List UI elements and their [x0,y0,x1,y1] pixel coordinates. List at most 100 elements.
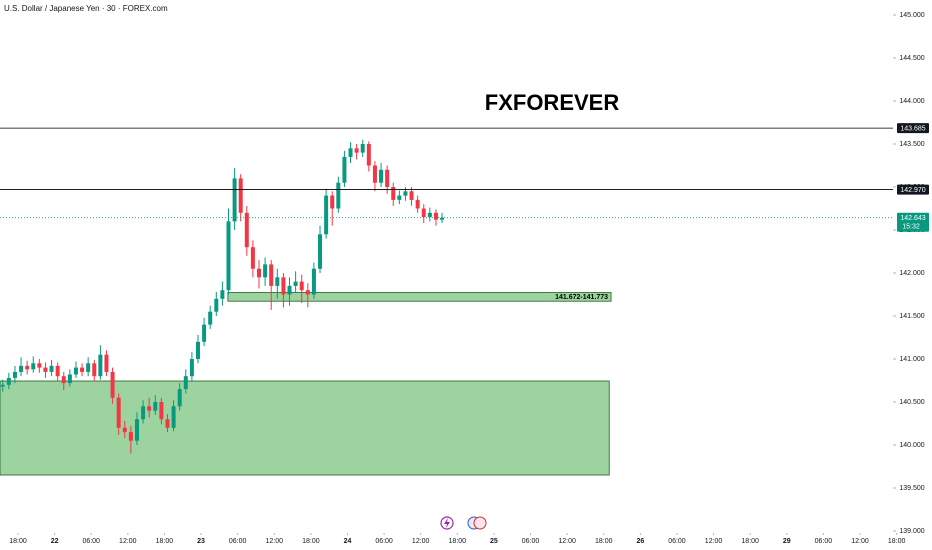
candle-body [263,264,268,278]
x-tick-label: 18:00 [9,538,27,545]
candle-body [98,354,103,377]
candle-body [67,374,72,384]
event-icon-glyph [444,518,450,528]
candle-body [116,397,121,428]
last-price-label: 142.643 [900,215,925,222]
candle-body [372,165,377,183]
x-tick-label: 18:00 [449,538,467,545]
x-tick-label: 18:00 [595,538,613,545]
demand-zone [227,292,612,302]
candle-body [336,182,341,209]
x-tick-label: 29 [783,538,791,545]
candle-body [43,367,48,372]
candle-body [293,281,298,286]
x-tick-label: 26 [636,538,644,545]
candle-body [318,234,323,269]
candle-body [238,178,243,213]
candle-body [354,148,359,153]
candle-body [177,389,182,407]
x-tick-label: 18:00 [888,538,906,545]
candle-body [128,432,133,441]
x-tick-label: 23 [197,538,205,545]
zone-label: 141.672-141.773 [555,294,608,301]
candle-body [409,191,414,200]
candle-body [311,268,316,295]
x-tick-label: 12:00 [705,538,723,545]
candle-body [31,363,36,370]
candle-body [421,208,426,218]
candle-body [342,156,347,183]
candle-body [73,367,78,375]
y-tick-label: 145.000 [899,12,924,19]
x-tick-label: 06:00 [815,538,833,545]
candle-body [220,290,225,299]
level-label: 143.685 [900,125,925,132]
x-tick-label: 06:00 [522,538,540,545]
candle-body [403,191,408,196]
candle-body [49,365,54,372]
x-tick-label: 12:00 [119,538,137,545]
candle-body [275,277,280,286]
candle-body [6,377,11,385]
x-tick-label: 06:00 [375,538,393,545]
candle-body [269,264,274,286]
candle-body [202,324,207,342]
candle-body [305,290,310,295]
y-tick-label: 139.000 [899,528,924,535]
candle-body [104,354,109,372]
candle-body [257,268,262,278]
x-tick-label: 12:00 [412,538,430,545]
candle-body [25,365,30,370]
y-tick-label: 140.000 [899,442,924,449]
y-tick-label: 141.500 [899,313,924,320]
event-icon[interactable] [473,516,487,530]
candle-body [80,367,85,372]
candle-body [189,359,194,377]
candle-body [122,427,127,433]
level-label-box [897,184,929,195]
candle-body [171,406,176,428]
candle-body [391,187,396,200]
candle-body [379,169,384,183]
candle-body [226,221,231,291]
x-tick-label: 06:00 [668,538,686,545]
x-tick-label: 25 [490,538,498,545]
candle-body [92,363,97,377]
candle-body [244,212,249,248]
candle-body [195,341,200,359]
candle-body [159,402,164,420]
candle-body [250,247,255,269]
y-tick-label: 144.000 [899,98,924,105]
y-tick-label: 144.500 [899,55,924,62]
candle-body [348,148,353,157]
event-icons[interactable] [440,516,487,530]
candle-body [214,298,219,312]
candle-body [287,285,292,295]
candle-body [440,217,445,220]
candle-body [134,419,139,441]
level-label-box [897,123,929,134]
demand-zone [0,380,610,476]
candle-body [385,169,390,187]
candle-body [433,212,438,220]
level-label: 142.970 [900,187,925,194]
candle-body [281,277,286,295]
candle-body [324,195,329,235]
x-tick-label: 18:00 [741,538,759,545]
candle-body [208,311,213,325]
chart-title: U.S. Dollar / Japanese Yen · 30 · FOREX.… [4,4,168,13]
y-tick-label: 140.500 [899,399,924,406]
x-tick-label: 12:00 [851,538,869,545]
candle-body [427,212,432,218]
x-tick-label: 24 [344,538,352,545]
candle-body [141,406,146,420]
x-tick-label: 22 [51,538,59,545]
y-tick-label: 141.000 [899,356,924,363]
candle-body [165,419,170,428]
x-tick-label: 12:00 [265,538,283,545]
candle-body [19,365,24,372]
y-tick-label: 142.000 [899,270,924,277]
x-tick-label: 06:00 [82,538,100,545]
candle-body [360,144,365,153]
